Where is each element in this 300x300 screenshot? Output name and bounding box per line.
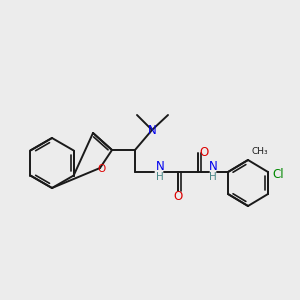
Text: H: H <box>156 172 164 182</box>
Text: N: N <box>156 160 164 173</box>
Text: N: N <box>148 124 156 136</box>
Text: H: H <box>209 172 217 182</box>
Text: O: O <box>97 164 105 174</box>
Text: Cl: Cl <box>272 167 284 181</box>
Text: O: O <box>200 146 208 160</box>
Text: O: O <box>173 190 183 203</box>
Text: N: N <box>208 160 217 173</box>
Text: CH₃: CH₃ <box>251 148 268 157</box>
